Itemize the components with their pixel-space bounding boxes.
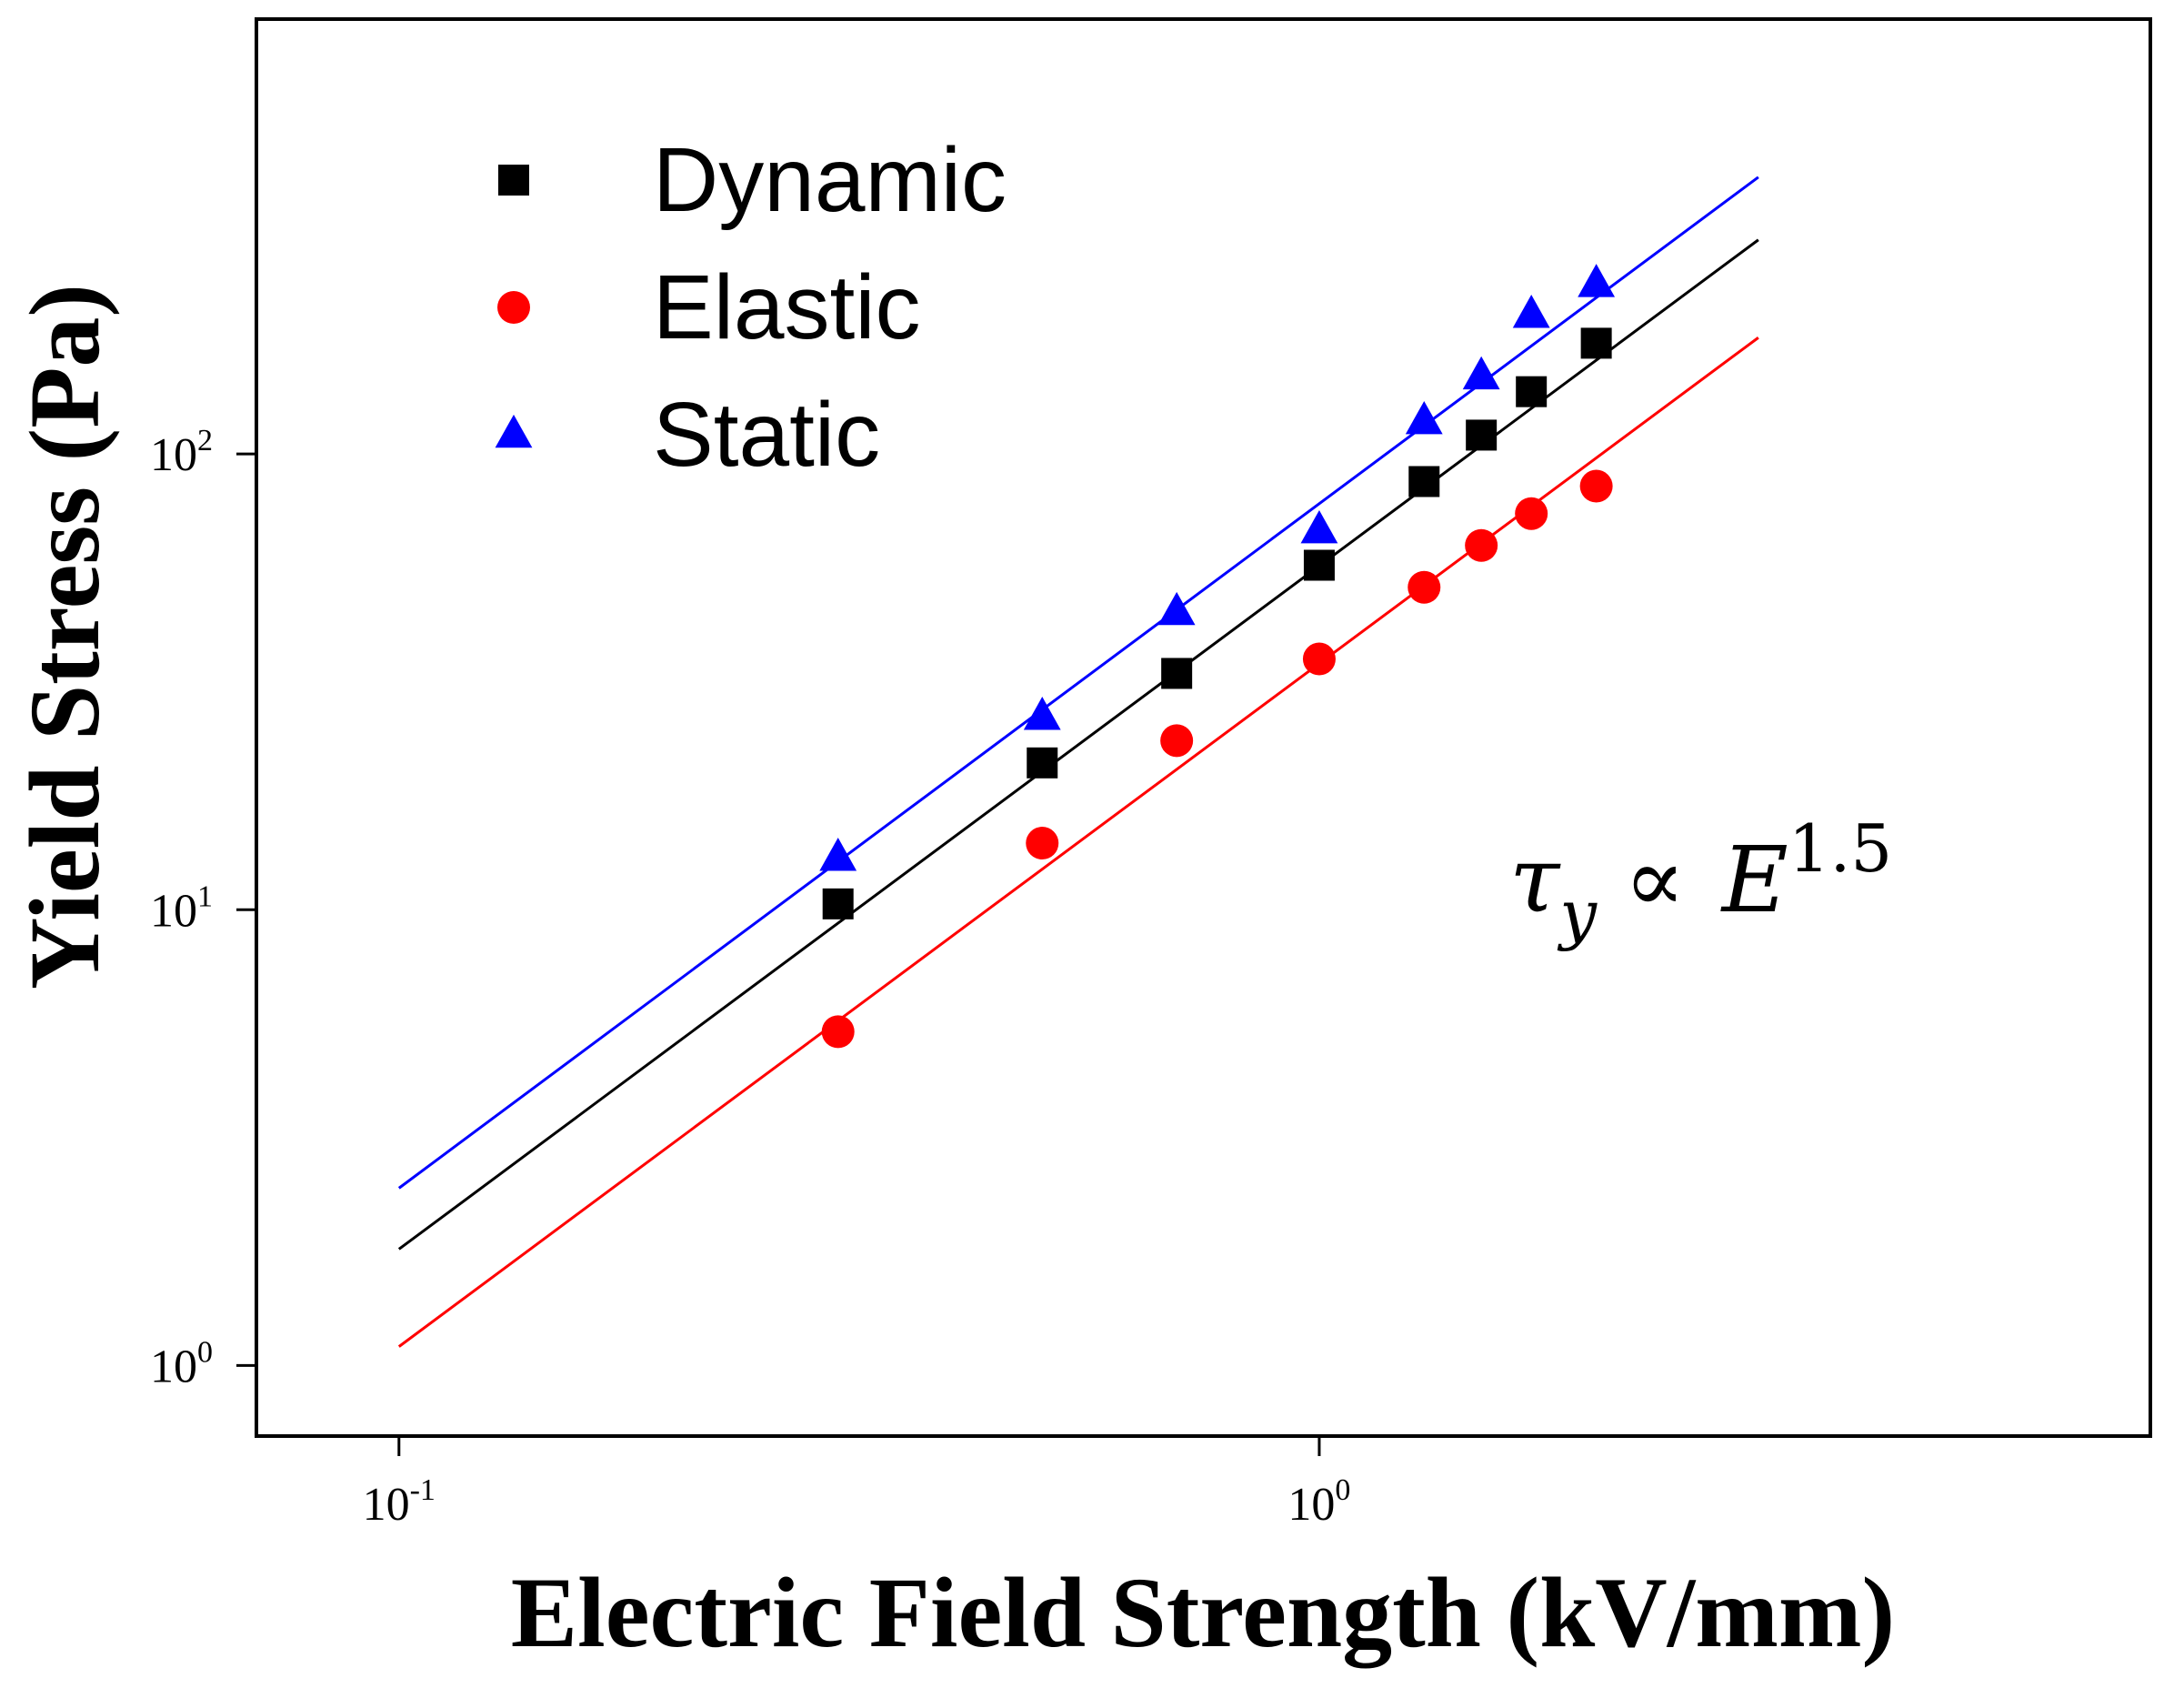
legend-marker-dynamic	[498, 165, 529, 196]
point-static	[1405, 401, 1443, 435]
y-tick-label: 102	[150, 424, 213, 481]
data-markers	[819, 264, 1616, 1049]
point-static	[1300, 509, 1338, 544]
legend-label-static: Static	[653, 384, 880, 486]
annotation-subscript: y	[1557, 876, 1598, 952]
point-static	[1462, 356, 1500, 390]
point-dynamic	[1466, 419, 1498, 451]
point-elastic	[1579, 469, 1613, 503]
fit-line-dynamic	[397, 238, 1759, 1251]
point-dynamic	[1027, 747, 1058, 779]
point-dynamic	[822, 888, 854, 919]
annotation-tau: τ	[1509, 827, 1561, 933]
point-static	[1512, 295, 1550, 328]
fit-lines	[397, 176, 1759, 1348]
point-static	[1578, 264, 1616, 297]
point-dynamic	[1161, 658, 1193, 689]
plot-frame	[255, 17, 2152, 1438]
annotation-exponent: 1.5	[1788, 810, 1893, 887]
point-elastic	[1465, 528, 1498, 562]
legend: Dynamic Elastic Static	[495, 129, 1007, 486]
point-dynamic	[1580, 327, 1612, 359]
y-axis-title: Yield Stress (Pa)	[9, 284, 120, 990]
point-elastic	[1515, 497, 1548, 530]
y-axis-ticks: 100 101 102	[150, 424, 256, 1392]
legend-label-elastic: Elastic	[653, 256, 921, 358]
point-dynamic	[1303, 549, 1335, 581]
point-dynamic	[1408, 466, 1440, 497]
point-dynamic	[1516, 376, 1548, 407]
y-tick-label: 101	[150, 879, 213, 937]
annotation-e: E	[1720, 827, 1788, 933]
y-tick-label: 100	[150, 1335, 213, 1392]
x-axis-title: Electric Field Strength (kV/mm)	[511, 1557, 1895, 1668]
legend-marker-static	[495, 414, 533, 448]
x-tick-label: 10-1	[363, 1473, 436, 1531]
point-elastic	[1408, 570, 1441, 604]
point-static	[819, 838, 857, 871]
power-law-annotation: τy ∝ E1.5	[1509, 810, 1892, 952]
point-elastic	[821, 1015, 855, 1049]
legend-marker-elastic	[497, 291, 530, 324]
point-elastic	[1160, 724, 1194, 758]
x-axis-ticks: 10-1 100	[363, 1436, 1350, 1531]
point-static	[1157, 591, 1196, 626]
legend-label-dynamic: Dynamic	[653, 129, 1007, 231]
x-tick-label: 100	[1287, 1473, 1350, 1531]
point-elastic	[1302, 642, 1336, 676]
fit-line-static	[397, 176, 1759, 1190]
point-elastic	[1026, 827, 1059, 860]
annotation-proportional: ∝	[1624, 827, 1686, 933]
point-static	[1023, 697, 1061, 730]
